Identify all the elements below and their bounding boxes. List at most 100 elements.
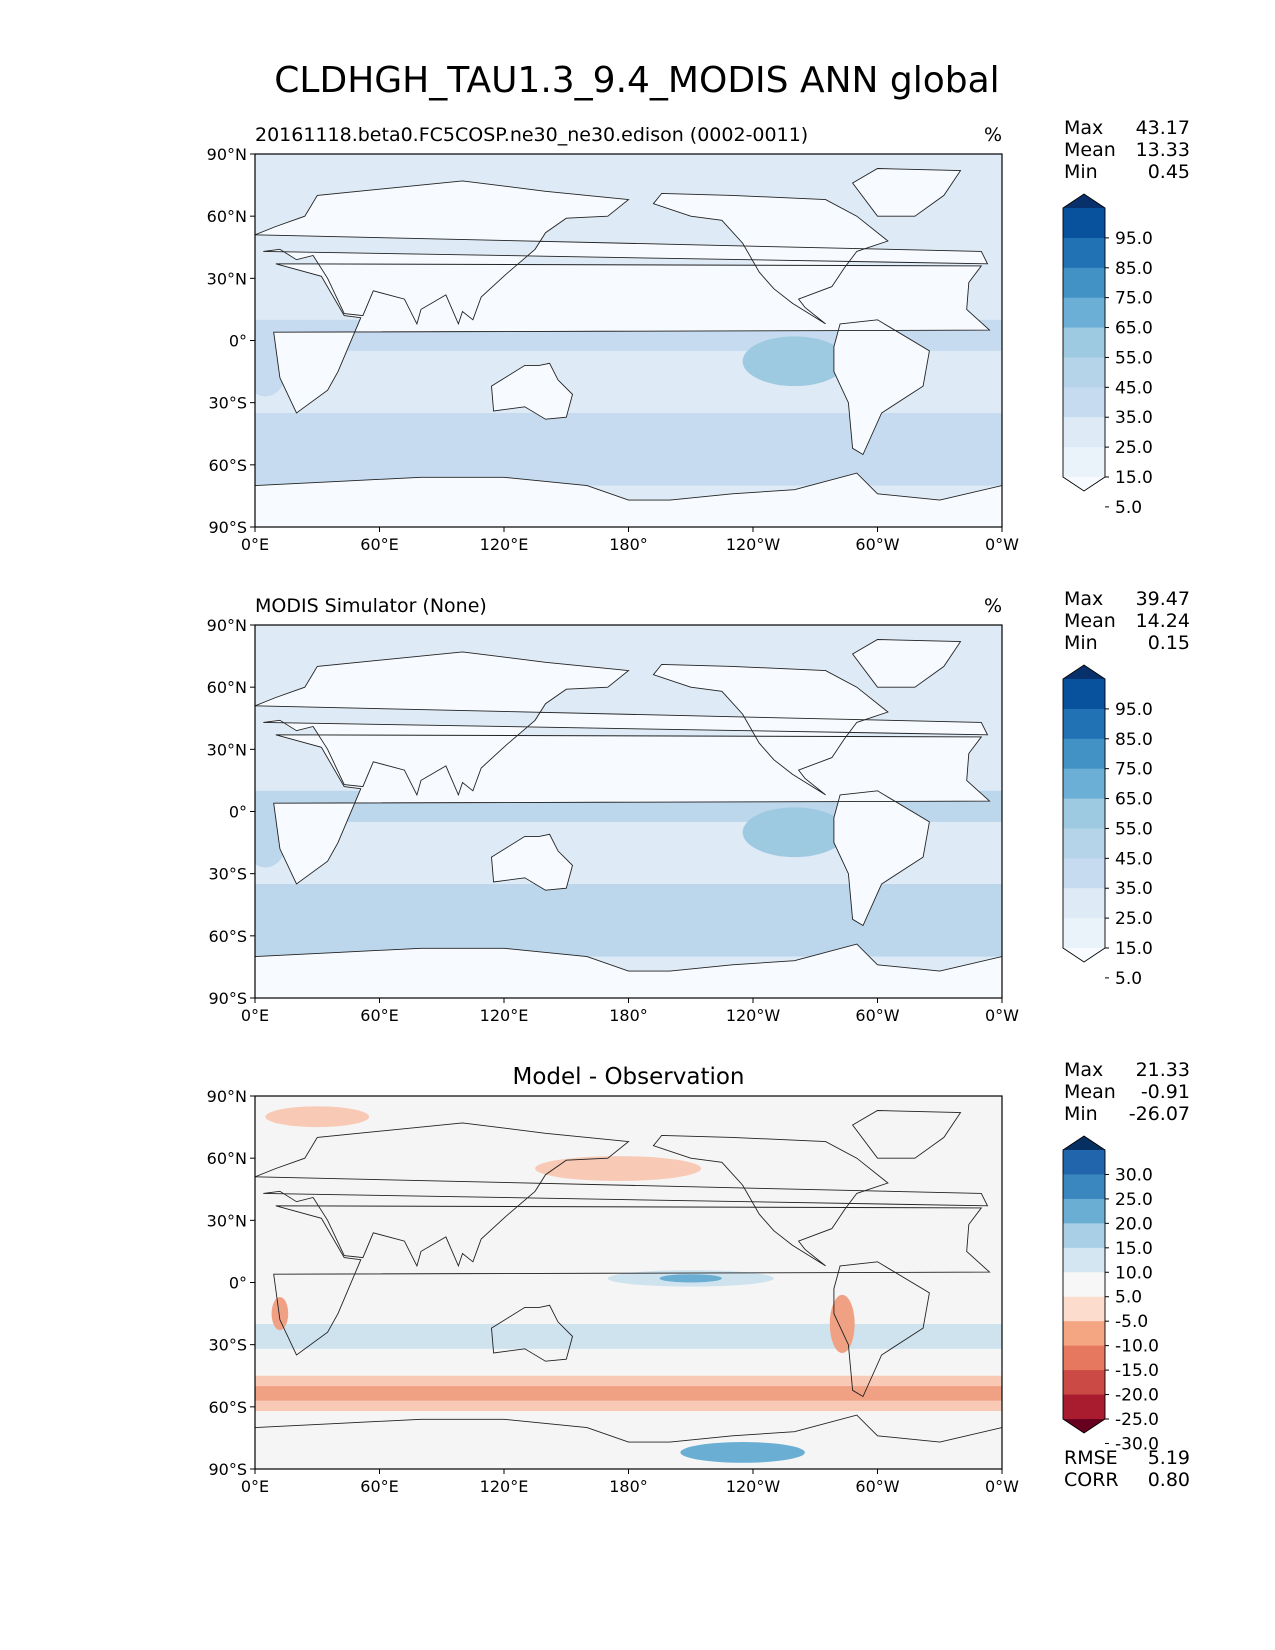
coastline-australia (491, 833, 574, 891)
ytick-label: 30°S (208, 394, 247, 413)
andes-diff (829, 1294, 855, 1353)
colorbar-segment (1063, 888, 1105, 919)
colorbar-tick-label: -25.0 (1115, 1410, 1159, 1430)
colorbar-segment (1063, 708, 1105, 740)
stat-value: 0.15 (1148, 632, 1190, 654)
colorbar-segment (1063, 267, 1105, 299)
coastline-africa (273, 1205, 991, 1356)
colorbar-extend-top (1063, 1136, 1105, 1150)
land-samerica (833, 319, 930, 455)
colorbar-segment (1063, 1150, 1105, 1175)
colorbar-segment (1063, 447, 1105, 478)
southern-ocean-band (255, 413, 1002, 486)
colorbar-tick-label: -20.0 (1115, 1386, 1159, 1406)
ytick-label: 60°N (207, 1149, 247, 1168)
ytick-label: 0° (229, 803, 247, 822)
xtick-label: 180° (609, 535, 648, 554)
panel-units: % (984, 595, 1002, 617)
colorbar-segment (1063, 1223, 1105, 1249)
map-field (255, 1096, 1002, 1469)
stat-value: 13.33 (1136, 139, 1190, 161)
colorbar-segment (1063, 1247, 1105, 1273)
xtick-label: 120°E (480, 535, 529, 554)
colorbar-segment (1063, 1345, 1105, 1371)
colorbar-tick-label: 55.0 (1115, 819, 1153, 839)
colorbar-tick-label: 85.0 (1115, 259, 1153, 279)
colorbar-tick-label: 65.0 (1115, 790, 1153, 810)
xtick-label: 120°E (480, 1006, 529, 1025)
colorbar-tick-label: 35.0 (1115, 408, 1153, 428)
stat-label: Min (1064, 1103, 1098, 1125)
land-namerica (653, 193, 888, 324)
xtick-label: 0°W (985, 535, 1019, 554)
colorbar-extend-bottom (1063, 477, 1105, 491)
coastline-greenland (851, 1110, 962, 1159)
coastline-antarctica (255, 943, 1002, 998)
stat-label: Max (1064, 117, 1103, 139)
colorbar-tick-label: 45.0 (1115, 378, 1153, 398)
colorbar-segment (1063, 327, 1105, 358)
colorbar-segment (1063, 798, 1105, 829)
colorbar-tick-label: 30.0 (1115, 1165, 1153, 1185)
stat-label: Min (1064, 632, 1098, 654)
colorbar-segment (1063, 297, 1105, 329)
colorbar-segment (1063, 858, 1105, 889)
xtick-label: 60°E (360, 535, 398, 554)
coastline-eurasia (255, 180, 989, 326)
colorbar-tick-label: 35.0 (1115, 879, 1153, 899)
colorbar-tick-label: 15.0 (1115, 939, 1153, 959)
colorbar-tick-label: 20.0 (1115, 1214, 1153, 1234)
ytick-label: 60°S (208, 1398, 247, 1417)
coastline-australia (491, 1304, 574, 1362)
stat-value: 14.24 (1136, 610, 1190, 632)
colorbar-segment (1063, 828, 1105, 859)
ytick-label: 60°N (207, 207, 247, 226)
colorbar-tick-label: 5.0 (1115, 1288, 1142, 1308)
ytick-label: 60°S (208, 927, 247, 946)
colorbar-segment (1063, 387, 1105, 418)
xtick-label: 60°W (855, 535, 899, 554)
coastline-namerica (652, 663, 889, 796)
colorbar-segment (1063, 679, 1105, 710)
coastline-eurasia (255, 651, 989, 797)
colorbar-tick-label: 45.0 (1115, 849, 1153, 869)
panel-units: % (984, 124, 1002, 146)
ytick-label: 0° (229, 332, 247, 351)
xtick-label: 0°E (241, 1477, 269, 1496)
subtropical-diff (255, 1323, 1002, 1349)
ytick-label: 60°N (207, 678, 247, 697)
land-samerica (833, 790, 930, 926)
coastline-australia (491, 362, 574, 420)
stat-label: Mean (1064, 139, 1116, 161)
colorbar-tick-label: 75.0 (1115, 289, 1153, 309)
land-australia (491, 834, 573, 891)
ytick-label: 90°S (208, 989, 247, 1008)
coastline-greenland (851, 168, 962, 217)
ytick-label: 90°S (208, 518, 247, 537)
colorbar-segment (1063, 1296, 1105, 1322)
colorbar-tick-label: 95.0 (1115, 700, 1153, 720)
stat-value: -0.91 (1141, 1081, 1190, 1103)
land-eurasia (255, 651, 988, 795)
north-pacific-diff (535, 1156, 702, 1181)
coastline-antarctica (255, 472, 1002, 527)
panel-reference: 0°E 60°E 120°E 180° 120°W 60°W 0°W 90°N 60°N 30°N… (207, 588, 1190, 1025)
ytick-label: 30°S (208, 1336, 247, 1355)
ytick-label: 30°N (207, 740, 247, 759)
stat-label: Min (1064, 161, 1098, 183)
xtick-label: 0°W (985, 1006, 1019, 1025)
coastline-samerica (833, 790, 930, 927)
colorbar-tick-label: 25.0 (1115, 1190, 1153, 1210)
colorbar-extend-bottom (1063, 1419, 1105, 1433)
bottom-stat-label: RMSE (1064, 1447, 1118, 1469)
namibia-diff (271, 1297, 289, 1331)
coastline-africa (273, 263, 991, 414)
colorbar-extend-top (1063, 194, 1105, 208)
xtick-label: 60°W (855, 1006, 899, 1025)
ytick-label: 90°N (207, 1087, 247, 1106)
panel-test: 0°E 60°E 120°E 180° 120°W 60°W 0°W 90°N 60°N 30°N… (207, 117, 1190, 554)
colorbar-tick-label: 15.0 (1115, 1239, 1153, 1259)
colorbar-tick-label: -5.0 (1115, 1312, 1148, 1332)
colorbar-segment (1063, 357, 1105, 388)
stat-value: 39.47 (1136, 588, 1190, 610)
